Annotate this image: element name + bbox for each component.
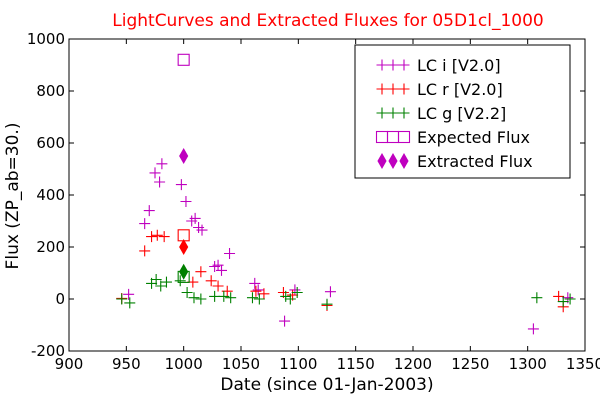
plus-point [291,287,303,298]
y-tick-label: 400 [36,186,65,204]
plus-point [224,248,236,259]
legend-label: LC r [V2.0] [417,80,503,99]
plus-point [205,275,217,287]
plus-point [180,196,192,207]
x-tick-label: 1050 [222,355,260,373]
legend-marker [397,130,411,144]
plus-point [146,231,158,243]
plus-point [218,290,230,302]
legend-entry: LC i [V2.0] [376,56,501,75]
diamond-point [179,147,189,165]
plus-point [557,296,569,308]
plus-point [258,288,270,300]
legend-marker [377,152,387,170]
diamond-point [179,263,189,280]
x-tick-label: 1350 [566,355,600,373]
plus-point [252,284,264,296]
plus-point [149,167,161,179]
x-tick-label: 1200 [394,355,432,373]
x-tick-label: 1100 [279,355,317,373]
plus-point [209,290,221,302]
y-axis-label: Flux (ZP_ab=30.) [3,123,23,270]
y-tick-label: -200 [31,342,65,360]
square-point [177,53,190,66]
legend-entry: Expected Flux [375,128,530,147]
y-tick-label: 1000 [27,30,65,48]
plus-point [564,293,576,305]
plus-point [139,245,151,257]
plus-point [151,229,163,241]
x-tick-label: 900 [55,355,84,373]
plus-point [143,205,155,217]
plus-point [116,293,128,305]
plus-point [250,285,262,297]
plus-point [174,275,186,287]
legend-marker [388,152,398,170]
x-tick-label: 1250 [451,355,489,373]
legend-entry: LC g [V2.2] [376,104,506,123]
x-tick-label: 1300 [509,355,547,373]
plus-point [195,293,207,305]
series-2 [116,274,576,310]
series-0 [123,158,574,335]
plus-point [527,323,539,335]
legend-marker [399,152,409,170]
plus-point [181,287,193,298]
legend-label: LC g [V2.2] [417,104,506,123]
plus-point [195,266,207,278]
legend-label: Extracted Flux [417,152,533,171]
plus-point [124,297,136,309]
series-3 [177,53,190,283]
x-tick-label: 1150 [337,355,375,373]
plus-point [156,158,168,170]
chart-title: LightCurves and Extracted Fluxes for 05D… [112,11,543,31]
plus-point [284,293,296,305]
y-tick-label: 800 [36,82,65,100]
plus-point [280,290,292,302]
plus-point [253,293,265,305]
legend: LC i [V2.0] LC r [V2.0] LC g [V2.2] Expecte… [354,44,571,179]
diamond-point [179,238,189,256]
x-tick-label: 950 [112,355,141,373]
plus-point [321,298,333,310]
legend-label: Expected Flux [417,128,530,147]
plus-point [324,286,336,298]
legend-entry: LC r [V2.0] [376,80,503,99]
plus-point [123,288,135,300]
plus-point [531,292,543,304]
y-tick-label: 0 [55,290,65,308]
plus-point [189,212,201,224]
axis-ticks: 900 950 1000 1050 1100 1150 1200 1250 1300 1350 -2… [27,30,600,373]
plus-point [160,276,172,288]
plus-point [246,292,258,304]
y-tick-label: 200 [36,238,65,256]
x-axis-label: Date (since 01-Jan-2003) [220,375,433,395]
plus-point [196,224,208,236]
plus-point [553,290,565,302]
legend-entry: Extracted Flux [377,152,533,171]
plus-point [249,277,261,289]
x-tick-label: 1000 [165,355,203,373]
plus-point [216,264,228,276]
plus-point [279,315,291,327]
plus-point [212,280,224,292]
plus-point [155,280,167,292]
data-marks [116,53,576,335]
plus-point [175,179,187,191]
plus-point [188,292,200,304]
plus-point [289,284,301,296]
plus-point [150,274,162,285]
plus-point [139,218,151,230]
series-4 [179,147,189,280]
legend-label: LC i [V2.0] [417,56,501,75]
y-tick-label: 600 [36,134,65,152]
plus-point [154,176,166,188]
plus-point [158,231,170,243]
legend-box [354,44,571,179]
plus-point [225,292,237,304]
